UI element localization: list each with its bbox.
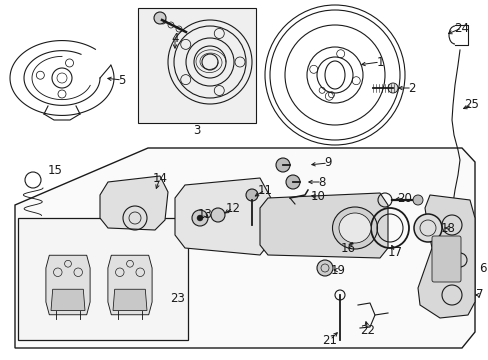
Text: 15: 15: [47, 163, 62, 176]
Text: 25: 25: [464, 99, 478, 112]
Text: 20: 20: [397, 192, 411, 204]
Polygon shape: [417, 195, 474, 318]
FancyBboxPatch shape: [138, 8, 256, 123]
Text: 21: 21: [322, 333, 337, 346]
Text: 12: 12: [225, 202, 240, 215]
Circle shape: [197, 215, 203, 221]
Circle shape: [285, 175, 299, 189]
Text: 1: 1: [375, 55, 383, 68]
Text: 10: 10: [310, 190, 325, 203]
Circle shape: [413, 214, 441, 242]
Circle shape: [192, 210, 207, 226]
Text: 22: 22: [360, 324, 375, 337]
Text: 19: 19: [330, 264, 345, 276]
Text: 7: 7: [475, 288, 483, 302]
Circle shape: [210, 208, 224, 222]
Circle shape: [245, 189, 258, 201]
Ellipse shape: [332, 207, 377, 249]
Text: 23: 23: [170, 292, 185, 305]
Text: 14: 14: [152, 171, 167, 184]
Polygon shape: [175, 178, 271, 255]
Polygon shape: [15, 148, 474, 348]
Ellipse shape: [338, 213, 370, 243]
FancyBboxPatch shape: [431, 236, 460, 282]
Circle shape: [412, 195, 422, 205]
Text: 24: 24: [453, 22, 468, 35]
Text: 11: 11: [257, 184, 272, 197]
Polygon shape: [108, 255, 152, 315]
Text: 9: 9: [324, 157, 331, 170]
Circle shape: [387, 83, 397, 93]
Text: 4: 4: [171, 31, 179, 45]
Text: 18: 18: [440, 221, 454, 234]
Circle shape: [316, 260, 332, 276]
Text: 2: 2: [407, 81, 415, 94]
Polygon shape: [46, 255, 90, 315]
Text: 8: 8: [318, 175, 325, 189]
Text: 16: 16: [340, 242, 355, 255]
Circle shape: [275, 158, 289, 172]
Polygon shape: [100, 176, 168, 230]
Text: 17: 17: [386, 246, 402, 258]
Polygon shape: [260, 193, 387, 258]
Text: 13: 13: [197, 208, 212, 221]
FancyBboxPatch shape: [18, 218, 187, 340]
Text: 6: 6: [478, 261, 486, 274]
Polygon shape: [51, 289, 85, 310]
Polygon shape: [113, 289, 147, 310]
Text: 3: 3: [193, 123, 200, 136]
Text: 5: 5: [118, 73, 125, 86]
Circle shape: [154, 12, 165, 24]
